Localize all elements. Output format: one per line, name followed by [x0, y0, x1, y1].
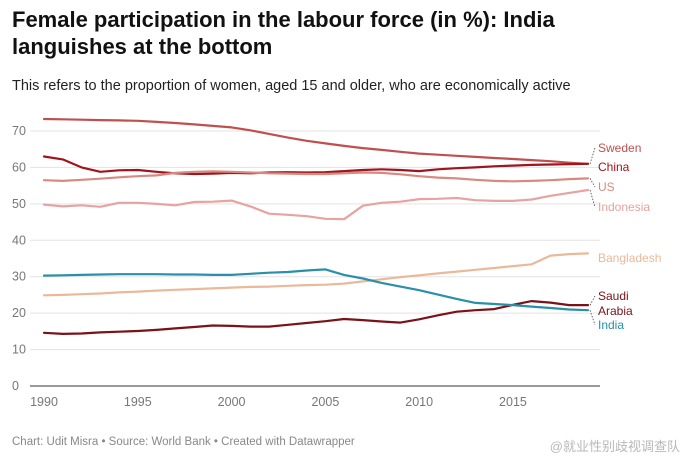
label-connector-india: [589, 310, 596, 326]
x-tick-label-1995: 1995: [124, 395, 152, 409]
y-tick-label-0: 0: [12, 379, 19, 393]
series-line-india: [42, 268, 590, 312]
series-label-sweden: Sweden: [598, 141, 641, 155]
x-tick-label-2015: 2015: [499, 395, 527, 409]
series-labels: Sweden China US Indonesia Bangladesh Saudi Ara…: [589, 141, 661, 332]
series-line-china: [42, 155, 590, 176]
y-tick-label-30: 30: [12, 270, 26, 284]
series-label-china: China: [598, 160, 630, 174]
label-connector-us: [589, 178, 596, 188]
series-label-bangladesh: Bangladesh: [598, 251, 661, 265]
y-tick-label-60: 60: [12, 160, 26, 174]
chart-title: Female participation in the labour force…: [12, 7, 555, 59]
label-connector-indonesia: [589, 189, 596, 208]
series-line-us: [42, 170, 590, 183]
x-tick-label-2000: 2000: [218, 395, 246, 409]
grid-lines: [30, 130, 600, 351]
series-line-indonesia: [42, 188, 590, 221]
label-connector-saudi-arabia: [589, 295, 596, 306]
y-tick-label-40: 40: [12, 233, 26, 247]
series-line-bangladesh: [42, 252, 590, 297]
y-tick-label-50: 50: [12, 197, 26, 211]
chart-subtitle: This refers to the proportion of women, …: [12, 78, 571, 94]
series-label-us: US: [598, 180, 615, 194]
series-label-indonesia: Indonesia: [598, 200, 650, 214]
x-tick-label-2010: 2010: [405, 395, 433, 409]
chart-footer: Chart: Udit Misra • Source: World Bank •…: [12, 436, 355, 448]
label-connector-sweden: [589, 147, 596, 164]
series-lines: [42, 117, 590, 335]
y-tick-label-10: 10: [12, 343, 26, 357]
x-tick-label-2005: 2005: [311, 395, 339, 409]
series-line-saudi-arabia: [42, 300, 590, 335]
series-label-india: India: [598, 318, 624, 332]
watermark: @就业性别歧视调查队: [549, 439, 680, 454]
y-tick-label-70: 70: [12, 124, 26, 138]
series-label-saudi-arabia: Saudi Arabia: [598, 289, 633, 318]
series-line-sweden: [42, 117, 590, 165]
y-tick-label-20: 20: [12, 306, 26, 320]
x-tick-label-1990: 1990: [30, 395, 58, 409]
axes: 0 10 20 30 40 50 60 70 1990 1995 2000 2005 2010 2015: [12, 124, 600, 409]
